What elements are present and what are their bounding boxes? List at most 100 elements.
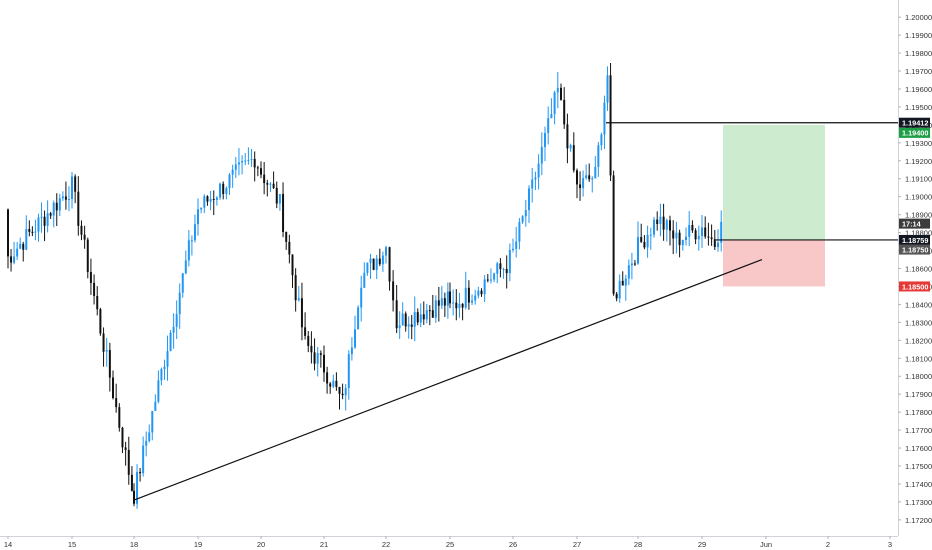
candle-body (297, 298, 300, 301)
candle (52, 200, 55, 228)
candle (105, 337, 108, 367)
candle (285, 231, 288, 250)
candle-body (278, 194, 281, 204)
candle (401, 302, 404, 326)
candle-body (576, 170, 578, 185)
candle (388, 246, 391, 291)
candle-body (316, 353, 319, 364)
trendline[interactable] (133, 258, 763, 501)
candle-body (569, 145, 572, 149)
price-tick-label: 1.19800 (905, 49, 932, 58)
candle-body (540, 146, 543, 164)
candle (366, 262, 369, 276)
candle-body (40, 216, 43, 218)
candle (566, 113, 569, 164)
candle-body (260, 168, 262, 175)
candle (55, 193, 58, 226)
date-tick-label: 25 (446, 540, 454, 549)
candle (422, 301, 425, 325)
candle-body (464, 287, 467, 308)
candle-body (25, 229, 28, 250)
candle (115, 383, 118, 413)
candle (398, 311, 401, 339)
price-tick-label: 1.19900 (905, 31, 932, 40)
candle (203, 194, 206, 213)
candle-body (410, 324, 413, 327)
candle (247, 147, 250, 165)
candle-body (310, 345, 313, 353)
candle (260, 161, 262, 179)
candle (154, 394, 157, 411)
drawings-layer[interactable] (133, 122, 898, 501)
candle-body (136, 471, 139, 504)
candle-body (553, 92, 556, 115)
candle-body (566, 124, 569, 149)
price-tick-label: 1.19500 (905, 103, 932, 112)
candle (323, 345, 325, 382)
candle-body (717, 242, 719, 248)
price-label-box (899, 244, 930, 255)
candle (193, 214, 196, 243)
price-tick-label: 1.18100 (905, 354, 932, 363)
candle (319, 350, 322, 368)
candle (579, 171, 582, 201)
candle-body (19, 243, 22, 249)
candle-body (603, 102, 606, 135)
candle-body (28, 229, 31, 232)
candle-body (675, 232, 678, 239)
candle (133, 483, 135, 507)
candle-body (291, 254, 294, 276)
candle-body (22, 243, 25, 250)
price-tick-label: 1.18300 (905, 318, 932, 327)
candle-body (112, 377, 115, 399)
candle-body (388, 247, 391, 282)
candle-body (474, 295, 477, 301)
candle (307, 331, 310, 353)
candle-body (425, 310, 428, 320)
time-axis[interactable]: 14 15 18 19 20 21 22 25 26 27 28 29 Jun 2 3 (0, 536, 932, 550)
candle (169, 329, 172, 352)
candle-body (502, 268, 505, 270)
candle (263, 162, 266, 195)
date-tick-label: 2 (826, 540, 830, 549)
candle (720, 210, 723, 252)
candle (40, 202, 43, 233)
candle-body (471, 300, 474, 303)
candle (502, 267, 505, 279)
candle (624, 274, 627, 301)
candle (518, 218, 521, 250)
candle-body (212, 198, 215, 200)
candle-body (443, 298, 446, 306)
candle-body (431, 310, 434, 318)
candle-body (483, 279, 486, 295)
candle (231, 164, 234, 188)
candle-body (83, 234, 86, 240)
candle-body (157, 380, 160, 402)
candle (467, 280, 470, 310)
candle (572, 132, 575, 173)
candle (335, 372, 338, 391)
candle (585, 164, 588, 180)
candle (13, 241, 16, 265)
candle (332, 374, 335, 389)
candle-body (184, 260, 187, 274)
candle-body (145, 440, 148, 446)
candle (515, 226, 518, 258)
candle (474, 289, 477, 305)
candle-body (193, 224, 196, 241)
candle (64, 181, 67, 210)
candle-body (43, 216, 46, 226)
candle-body (467, 287, 470, 303)
candle (446, 282, 449, 319)
price-axis[interactable]: 1.20000 1.19900 1.19800 1.19700 1.19600 1.195… (898, 0, 932, 550)
candle-body (34, 231, 37, 233)
price-tick-label: 1.17300 (905, 498, 932, 507)
candle-body (672, 230, 675, 239)
candle-body (124, 447, 127, 450)
candle (443, 292, 446, 317)
candle-body (579, 184, 582, 188)
candle-body (499, 263, 502, 270)
date-tick-label: 18 (130, 540, 138, 549)
candle-body (392, 281, 395, 301)
